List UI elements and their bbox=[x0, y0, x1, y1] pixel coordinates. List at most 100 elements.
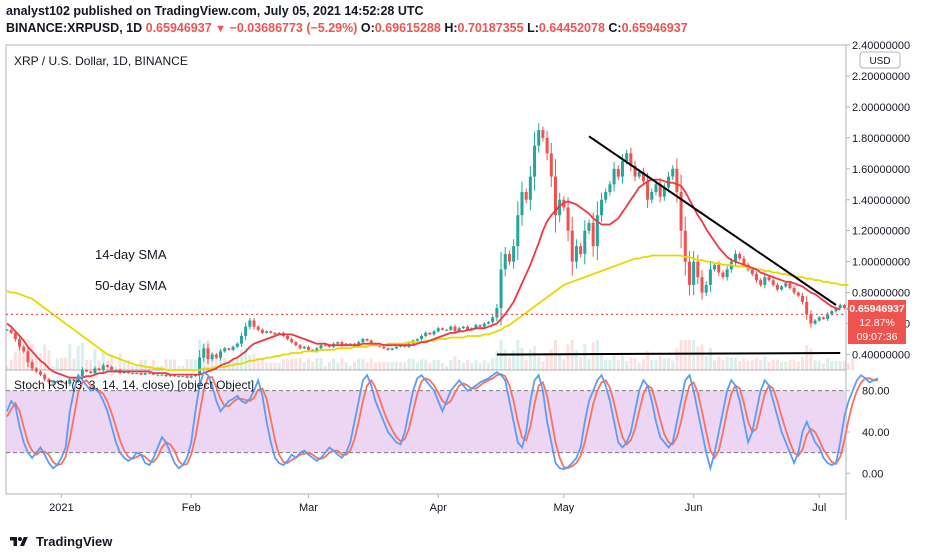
support-trendline[interactable] bbox=[496, 351, 841, 356]
candle-body bbox=[181, 376, 185, 378]
volume-bar bbox=[817, 360, 821, 370]
candle-body bbox=[541, 130, 545, 138]
candle-body bbox=[348, 343, 352, 345]
candle-body bbox=[466, 326, 470, 330]
volume-bar bbox=[298, 358, 302, 370]
rsi-tick-label: 40.00 bbox=[862, 427, 890, 439]
candle-body bbox=[600, 199, 604, 216]
candle-body bbox=[520, 192, 524, 216]
volume-bar bbox=[273, 362, 277, 370]
volume-bar bbox=[239, 349, 243, 370]
candle-body bbox=[784, 283, 788, 287]
volume-bar bbox=[97, 360, 101, 370]
volume-bar bbox=[637, 362, 641, 370]
candle-body bbox=[101, 365, 105, 370]
chart-canvas[interactable]: XRP / U.S. Dollar, 1D, BINANCE USD 14-da… bbox=[0, 0, 934, 530]
candle-body bbox=[68, 379, 72, 384]
candle-body bbox=[357, 342, 361, 346]
candle-body bbox=[419, 335, 424, 340]
candle-body bbox=[365, 339, 369, 341]
volume-bar bbox=[541, 361, 545, 370]
volume-bar bbox=[537, 356, 541, 370]
candle-body bbox=[424, 332, 428, 336]
candle-body bbox=[457, 328, 461, 332]
candle-body bbox=[478, 325, 482, 327]
volume-bar bbox=[457, 359, 461, 370]
volume-bar bbox=[830, 360, 834, 370]
volume-bar bbox=[126, 359, 130, 370]
candle-body bbox=[394, 346, 398, 349]
volume-bar bbox=[838, 361, 842, 370]
volume-bar bbox=[22, 353, 26, 370]
candle-body bbox=[131, 373, 135, 375]
volume-bar bbox=[474, 360, 478, 370]
volume-bar bbox=[164, 359, 168, 370]
footer-brand[interactable]: TradingView bbox=[8, 534, 112, 549]
volume-bar bbox=[800, 356, 805, 370]
volume-bar bbox=[269, 362, 273, 370]
candle-body bbox=[579, 246, 583, 254]
volume-bar bbox=[503, 349, 507, 370]
symbol-ohlc-line: BINANCE:XRPUSD, 1D 0.65946937 ▼ −0.03686… bbox=[6, 21, 688, 35]
price-tick-label: 2.20000000 bbox=[852, 71, 910, 83]
volume-bar bbox=[13, 352, 17, 370]
candle-body bbox=[842, 305, 846, 309]
volume-bar bbox=[507, 357, 511, 370]
symbol-label[interactable]: BINANCE:XRPUSD, 1D bbox=[6, 21, 143, 35]
volume-bar bbox=[796, 361, 800, 370]
currency-button[interactable]: USD bbox=[859, 51, 901, 69]
candlesticks bbox=[5, 123, 855, 387]
price-tick-label: 2.40000000 bbox=[852, 40, 910, 52]
volume-bar bbox=[340, 358, 344, 370]
volume-bar bbox=[549, 349, 553, 370]
candle-body bbox=[482, 323, 486, 327]
volume-bar bbox=[189, 359, 193, 370]
volume-bar bbox=[625, 360, 629, 370]
candle-body bbox=[792, 287, 796, 293]
candle-body bbox=[620, 161, 624, 177]
volume-bar bbox=[717, 356, 721, 370]
candle-body bbox=[202, 348, 206, 358]
candle-body bbox=[692, 261, 696, 285]
candle-body bbox=[809, 314, 813, 324]
volume-bar bbox=[260, 359, 264, 370]
volume-bar bbox=[763, 356, 767, 370]
volume-bar bbox=[775, 359, 779, 370]
volume-bar bbox=[700, 344, 704, 370]
descending-trendline[interactable] bbox=[588, 135, 837, 306]
volume-bar bbox=[306, 357, 310, 370]
candle-body bbox=[26, 351, 30, 363]
candle-body bbox=[5, 329, 9, 331]
candle-body bbox=[22, 346, 26, 352]
candle-body bbox=[143, 373, 147, 375]
candle-body bbox=[549, 153, 553, 177]
candle-body bbox=[80, 370, 84, 377]
price-tick-label: 0.40000000 bbox=[852, 350, 910, 362]
volume-bar bbox=[93, 349, 97, 370]
candle-body bbox=[721, 272, 725, 278]
volume-bar bbox=[600, 353, 604, 370]
candle-body bbox=[239, 335, 243, 344]
badge-percent: 12.87% bbox=[859, 317, 895, 329]
volume-bar bbox=[419, 359, 424, 370]
candle-body bbox=[759, 280, 763, 285]
volume-bar bbox=[750, 360, 754, 370]
volume-bar bbox=[453, 356, 457, 370]
low-label: L: bbox=[527, 21, 539, 35]
volume-bar bbox=[382, 362, 386, 370]
volume-bar bbox=[131, 366, 135, 370]
volume-bar bbox=[64, 357, 68, 370]
candle-body bbox=[533, 145, 537, 177]
candle-body bbox=[294, 342, 298, 346]
candle-body bbox=[85, 370, 89, 372]
candle-body bbox=[147, 373, 151, 375]
volume-bar bbox=[9, 359, 13, 370]
volume-bar bbox=[671, 360, 675, 370]
candle-body bbox=[625, 153, 629, 162]
volume-bar bbox=[533, 346, 537, 370]
candle-body bbox=[583, 230, 587, 254]
candle-body bbox=[474, 325, 478, 329]
close-value: 0.65946937 bbox=[621, 21, 688, 35]
candle-body bbox=[679, 192, 683, 231]
candle-body bbox=[47, 379, 51, 383]
